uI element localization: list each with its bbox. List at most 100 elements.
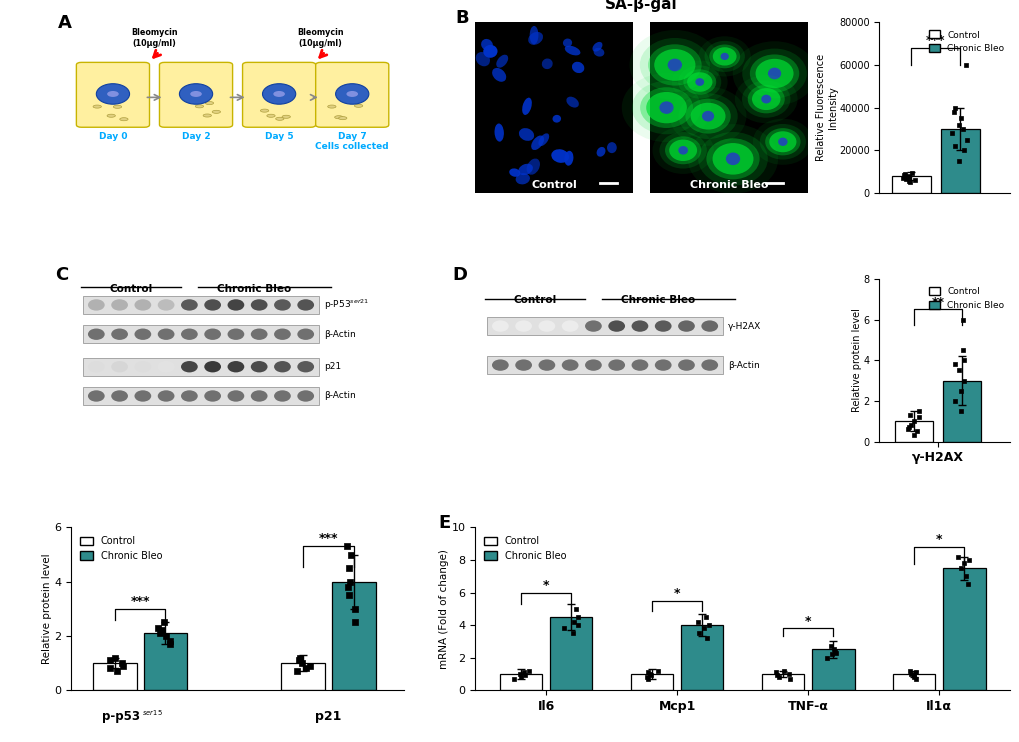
Bar <box>943 568 984 690</box>
Ellipse shape <box>698 132 767 186</box>
Bar <box>83 358 319 375</box>
Ellipse shape <box>749 54 799 93</box>
Ellipse shape <box>195 105 204 108</box>
Ellipse shape <box>631 359 648 371</box>
Text: γ-H2AX: γ-H2AX <box>728 321 760 331</box>
Legend: Control, Chronic Bleo: Control, Chronic Bleo <box>76 532 166 565</box>
Point <box>947 102 963 114</box>
Bar <box>894 421 931 441</box>
Ellipse shape <box>93 105 101 108</box>
Point <box>955 145 971 157</box>
Point <box>954 344 970 356</box>
Point <box>568 603 584 614</box>
Ellipse shape <box>135 390 151 401</box>
Text: β-Actin: β-Actin <box>324 392 356 401</box>
Bar <box>811 649 854 690</box>
Ellipse shape <box>698 36 750 76</box>
Ellipse shape <box>607 321 625 332</box>
Point <box>953 112 969 124</box>
Ellipse shape <box>585 359 601 371</box>
Ellipse shape <box>251 299 267 311</box>
Point <box>649 665 665 677</box>
Ellipse shape <box>338 116 346 119</box>
Ellipse shape <box>179 84 212 104</box>
Text: B: B <box>455 9 469 27</box>
Point <box>638 671 654 683</box>
Point <box>896 169 912 181</box>
Ellipse shape <box>759 124 805 160</box>
Point <box>899 424 915 436</box>
Ellipse shape <box>494 123 503 142</box>
Text: Day 7
Cells collected: Day 7 Cells collected <box>315 131 388 151</box>
Point <box>825 643 842 655</box>
Point <box>770 671 787 683</box>
Ellipse shape <box>251 390 267 401</box>
Ellipse shape <box>298 361 314 372</box>
Text: p-p53: p-p53 <box>102 710 141 723</box>
Point <box>949 551 965 562</box>
Text: ***: *** <box>925 34 945 47</box>
Point <box>698 611 714 623</box>
Ellipse shape <box>647 45 701 85</box>
Point <box>947 358 963 370</box>
Point <box>952 562 968 574</box>
Point <box>957 59 973 71</box>
Point <box>341 589 358 601</box>
Ellipse shape <box>227 361 244 372</box>
Ellipse shape <box>227 299 244 311</box>
Ellipse shape <box>747 85 784 114</box>
Ellipse shape <box>528 32 542 45</box>
Point <box>341 576 358 588</box>
Text: *: * <box>674 587 680 600</box>
Ellipse shape <box>481 39 492 50</box>
FancyBboxPatch shape <box>76 62 150 127</box>
Ellipse shape <box>695 78 703 86</box>
Ellipse shape <box>752 119 812 165</box>
Ellipse shape <box>158 361 174 372</box>
Ellipse shape <box>672 61 727 103</box>
Ellipse shape <box>538 359 554 371</box>
Ellipse shape <box>227 390 244 401</box>
Ellipse shape <box>572 62 584 73</box>
Point <box>642 668 658 680</box>
Text: Chronic Bleo: Chronic Bleo <box>217 283 291 294</box>
Point <box>952 405 968 417</box>
Bar <box>83 296 319 314</box>
Point <box>822 640 839 652</box>
Ellipse shape <box>529 26 538 45</box>
Ellipse shape <box>701 359 717 371</box>
Point <box>339 540 356 552</box>
Ellipse shape <box>687 124 777 194</box>
Point <box>952 385 968 397</box>
Bar <box>475 22 633 193</box>
Point <box>293 657 310 669</box>
FancyBboxPatch shape <box>315 62 388 127</box>
Point <box>902 419 918 431</box>
Point <box>910 411 926 423</box>
Point <box>639 666 655 678</box>
Point <box>896 168 912 180</box>
Ellipse shape <box>88 390 105 401</box>
Ellipse shape <box>180 361 198 372</box>
Ellipse shape <box>475 52 489 66</box>
Point <box>901 177 917 188</box>
Point <box>569 611 585 623</box>
Point <box>346 617 363 628</box>
Text: Day 2: Day 2 <box>181 131 210 140</box>
Ellipse shape <box>646 92 686 123</box>
Point <box>113 657 129 669</box>
Ellipse shape <box>119 118 128 121</box>
Text: Control: Control <box>514 295 556 305</box>
Ellipse shape <box>113 105 121 108</box>
Bar <box>891 176 929 193</box>
Ellipse shape <box>678 359 694 371</box>
Point <box>154 625 170 637</box>
Point <box>150 622 166 634</box>
Ellipse shape <box>96 84 129 104</box>
Ellipse shape <box>593 47 604 56</box>
Point <box>897 173 913 185</box>
Y-axis label: Relative protein level: Relative protein level <box>851 308 861 412</box>
Point <box>696 623 712 634</box>
Text: A: A <box>58 13 72 32</box>
Ellipse shape <box>550 149 569 162</box>
